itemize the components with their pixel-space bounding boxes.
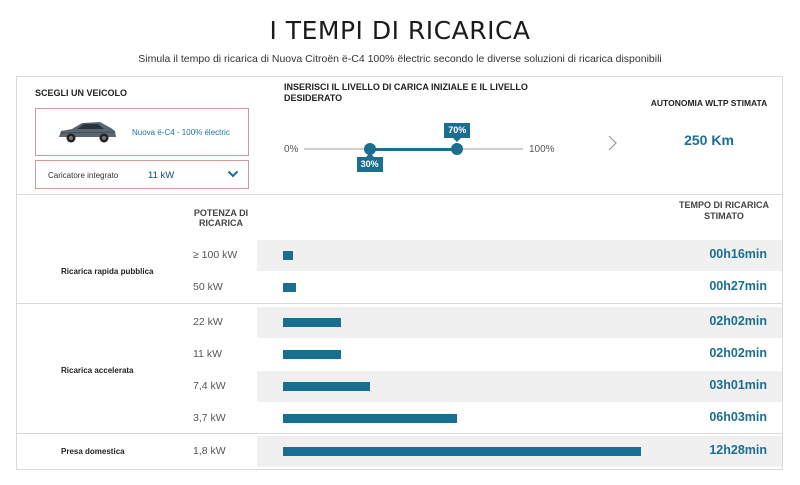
- chevron-right-icon[interactable]: [607, 135, 619, 151]
- charge-time-value: 03h01min: [709, 378, 767, 392]
- slider-selected-range: [369, 147, 458, 151]
- charge-time-value: 02h02min: [709, 346, 767, 360]
- car-image: [59, 122, 116, 143]
- charge-time-bar: [283, 447, 641, 456]
- charge-time-value: 02h02min: [709, 314, 767, 328]
- power-value: 50 kW: [193, 281, 223, 293]
- charge-time-bar: [283, 414, 457, 423]
- charge-time-bar: [283, 318, 341, 327]
- group-label: Ricarica rapida pubblica: [61, 267, 154, 276]
- power-column-header: POTENZA DI RICARICA: [193, 208, 249, 228]
- power-value: 11 kW: [193, 348, 222, 360]
- chevron-down-icon: [227, 170, 239, 178]
- slider-min-label: 0%: [284, 144, 299, 155]
- charging-simulator: SCEGLI UN VEICOLO Nuova ë-C4 - 100% ëlec…: [16, 76, 783, 470]
- power-value: ≥ 100 kW: [193, 249, 238, 261]
- autonomy-value: 250 Km: [684, 132, 734, 148]
- power-value: 7,4 kW: [193, 380, 226, 392]
- group-label: Presa domestica: [61, 447, 125, 456]
- vehicle-card[interactable]: Nuova ë-C4 - 100% ëlectric: [35, 108, 249, 156]
- power-value: 1,8 kW: [193, 445, 226, 457]
- charge-time-value: 06h03min: [709, 410, 767, 424]
- charge-time-value: 00h16min: [709, 247, 767, 261]
- charge-time-value: 12h28min: [709, 443, 767, 457]
- vehicle-selector-title: SCEGLI UN VEICOLO: [35, 88, 128, 98]
- vehicle-name: Nuova ë-C4 - 100% ëlectric: [132, 128, 230, 137]
- time-column-header: TEMPO DI RICARICA STIMATO: [679, 200, 769, 221]
- group-label: Ricarica accelerata: [61, 366, 134, 375]
- page-title: I TEMPI DI RICARICA: [269, 16, 531, 45]
- group-divider: [17, 303, 782, 304]
- charge-time-bar: [283, 382, 370, 391]
- row-background: [257, 307, 782, 338]
- row-background: [257, 240, 782, 271]
- group-divider: [17, 433, 782, 434]
- charge-time-bar: [283, 251, 293, 260]
- charge-time-value: 00h27min: [709, 279, 767, 293]
- charge-level-slider[interactable]: 30% 70%: [304, 123, 523, 172]
- charger-select[interactable]: Caricatore integrato 11 kW: [35, 160, 249, 189]
- charger-value: 11 kW: [148, 170, 175, 181]
- page-subtitle: Simula il tempo di ricarica di Nuova Cit…: [138, 53, 662, 65]
- start-level-handle[interactable]: [363, 143, 376, 155]
- slider-max-label: 100%: [529, 144, 555, 155]
- simulator-controls: SCEGLI UN VEICOLO Nuova ë-C4 - 100% ëlec…: [17, 77, 782, 195]
- charge-level-title: INSERISCI IL LIVELLO DI CARICA INIZIALE …: [284, 82, 528, 103]
- start-level-label: 30%: [356, 153, 383, 172]
- autonomy-title: AUTONOMIA WLTP STIMATA: [650, 98, 768, 108]
- power-value: 22 kW: [193, 316, 223, 328]
- end-level-handle[interactable]: [451, 143, 464, 155]
- end-level-label: 70%: [444, 123, 471, 142]
- charger-label: Caricatore integrato: [48, 171, 119, 180]
- power-value: 3,7 kW: [193, 412, 226, 424]
- charge-time-bar: [283, 350, 341, 359]
- charge-time-bar: [283, 283, 296, 292]
